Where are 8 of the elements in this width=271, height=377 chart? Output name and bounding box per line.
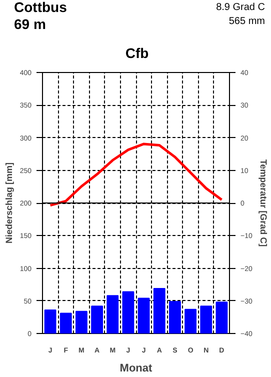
- chart-title: Cottbus: [14, 0, 67, 15]
- text: 565 mm: [228, 16, 265, 27]
- y-axis-title: Niederschlag [mm]: [4, 162, 14, 244]
- text: 8.9 Grad C: [216, 2, 265, 13]
- text: 69 m: [14, 16, 46, 32]
- text: Cfb: [124, 45, 150, 61]
- x-axis-title: Monat: [120, 362, 153, 374]
- y2-axis-title: Temperatur [Grad C]: [258, 159, 268, 247]
